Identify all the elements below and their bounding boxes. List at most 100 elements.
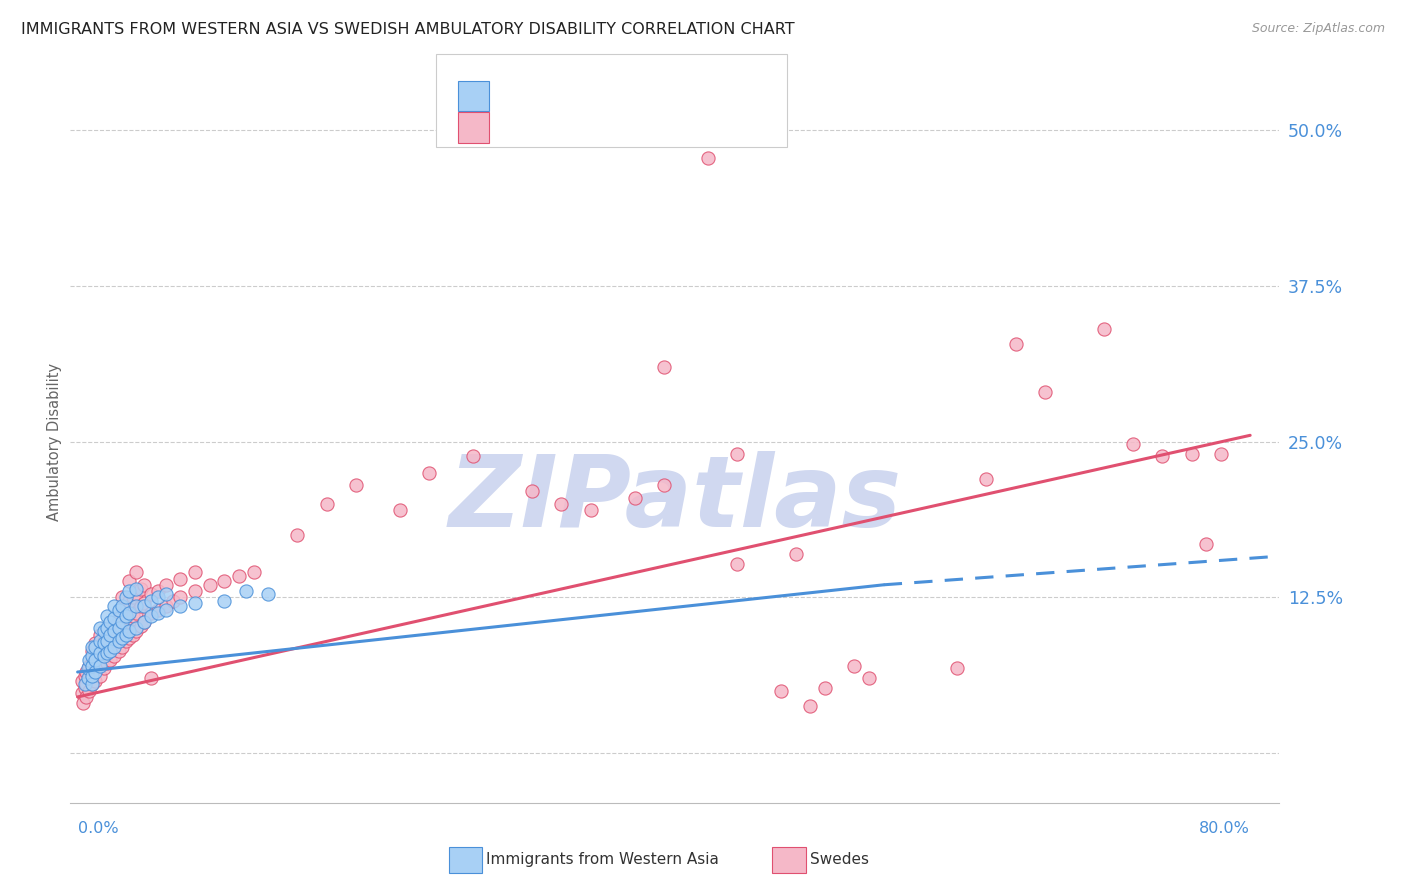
Point [212, 574, 235, 588]
Point [463, 450, 485, 464]
Point [1195, 537, 1218, 551]
Point [79, 683, 101, 698]
Point [82, 658, 104, 673]
Point [976, 472, 998, 486]
Point [93, 648, 115, 663]
Point [107, 644, 129, 658]
Point [110, 599, 132, 613]
Point [315, 497, 337, 511]
Point [72, 696, 94, 710]
Point [125, 582, 148, 596]
Point [184, 597, 207, 611]
Point [844, 658, 866, 673]
Point [946, 661, 969, 675]
Point [96, 644, 118, 658]
Point [103, 624, 125, 638]
Point [125, 566, 148, 580]
Point [84, 673, 107, 688]
Point [770, 683, 793, 698]
Point [132, 578, 155, 592]
Point [77, 661, 100, 675]
Point [110, 632, 132, 646]
Point [1180, 447, 1202, 461]
Point [184, 566, 207, 580]
Point [77, 671, 100, 685]
Point [148, 591, 170, 605]
Point [89, 657, 111, 671]
Point [82, 669, 104, 683]
Point [89, 646, 111, 660]
Point [1122, 437, 1144, 451]
Point [73, 669, 96, 683]
Point [96, 621, 118, 635]
Point [70, 686, 93, 700]
Point [132, 615, 155, 630]
Point [96, 633, 118, 648]
Point [652, 359, 675, 374]
Text: Swedes: Swedes [810, 853, 869, 867]
Point [96, 646, 118, 660]
Point [82, 669, 104, 683]
Point [148, 603, 170, 617]
Point [107, 627, 129, 641]
Point [132, 615, 155, 630]
Y-axis label: Ambulatory Disability: Ambulatory Disability [46, 362, 62, 521]
Text: Immigrants from Western Asia: Immigrants from Western Asia [486, 853, 720, 867]
Point [257, 586, 280, 600]
Point [1004, 337, 1026, 351]
Text: Source: ZipAtlas.com: Source: ZipAtlas.com [1251, 22, 1385, 36]
Point [103, 619, 125, 633]
Point [73, 681, 96, 696]
Point [125, 607, 148, 621]
Point [82, 677, 104, 691]
Point [287, 528, 309, 542]
Point [110, 640, 132, 654]
Point [155, 578, 177, 592]
Point [93, 633, 115, 648]
Point [89, 644, 111, 658]
Point [520, 484, 543, 499]
Point [93, 648, 115, 663]
Point [89, 633, 111, 648]
Point [107, 621, 129, 635]
Point [70, 673, 93, 688]
Point [79, 671, 101, 685]
Point [122, 609, 145, 624]
Point [118, 632, 141, 646]
Text: R =  0.508   N = 92: R = 0.508 N = 92 [499, 120, 657, 135]
Point [103, 611, 125, 625]
Point [98, 615, 121, 630]
Point [132, 597, 155, 611]
Point [110, 607, 132, 621]
Point [115, 609, 138, 624]
Point [84, 652, 107, 666]
Point [96, 609, 118, 624]
Point [169, 599, 191, 613]
Point [103, 640, 125, 654]
Point [725, 447, 748, 461]
Point [122, 591, 145, 605]
Point [75, 677, 97, 691]
Point [98, 644, 121, 658]
Point [115, 599, 138, 613]
Point [125, 586, 148, 600]
Point [129, 619, 152, 633]
Point [389, 503, 412, 517]
Point [82, 644, 104, 658]
Point [129, 599, 152, 613]
Point [184, 584, 207, 599]
Point [73, 677, 96, 691]
Point [89, 621, 111, 635]
Point [550, 497, 572, 511]
Point [82, 657, 104, 671]
Point [82, 677, 104, 691]
Point [139, 671, 162, 685]
Point [1152, 450, 1174, 464]
Point [89, 658, 111, 673]
Point [115, 615, 138, 630]
Text: IMMIGRANTS FROM WESTERN ASIA VS SWEDISH AMBULATORY DISABILITY CORRELATION CHART: IMMIGRANTS FROM WESTERN ASIA VS SWEDISH … [21, 22, 794, 37]
Point [118, 624, 141, 638]
Point [1209, 447, 1232, 461]
Point [96, 657, 118, 671]
Point [148, 584, 170, 599]
